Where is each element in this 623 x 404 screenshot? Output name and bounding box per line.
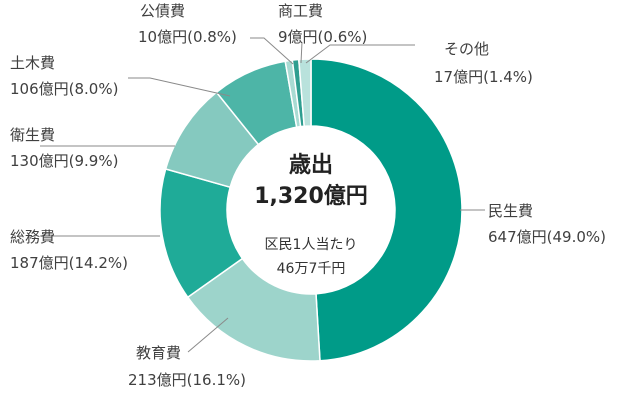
label-doboku-value: 106億円(8.0%) — [10, 80, 118, 98]
label-shoko-value: 9億円(0.6%) — [278, 28, 367, 46]
leader-shoko — [300, 41, 303, 64]
label-eisei-value: 130億円(9.9%) — [10, 152, 118, 170]
label-minsei-value: 647億円(49.0%) — [488, 228, 606, 246]
label-shoko-name: 商工費 — [278, 2, 323, 20]
leader-kosai — [250, 37, 294, 65]
label-sonota-name: その他 — [444, 40, 489, 58]
label-somu-value: 187億円(14.2%) — [10, 254, 128, 272]
leader-kyoiku — [187, 317, 229, 353]
donut-slices — [159, 58, 463, 362]
center-sub-line2: 46万7千円 — [277, 261, 346, 277]
label-eisei-name: 衛生費 — [10, 126, 55, 144]
leader-lines — [40, 37, 485, 353]
label-minsei-name: 民生費 — [488, 202, 533, 220]
label-doboku-name: 土木費 — [10, 54, 55, 72]
leader-sonota — [305, 44, 415, 64]
leader-doboku — [128, 77, 231, 97]
center-title: 歳出 — [289, 153, 333, 178]
label-somu-name: 総務費 — [10, 228, 55, 246]
label-kosai-value: 10億円(0.8%) — [138, 28, 237, 46]
slice-0 — [310, 58, 463, 362]
center-sub-line1: 区民1人当たり — [265, 237, 358, 253]
label-sonota-value: 17億円(1.4%) — [434, 68, 533, 86]
center-total: 1,320億円 — [254, 183, 368, 209]
label-kosai-name: 公債費 — [140, 2, 185, 20]
slice-7 — [297, 58, 312, 128]
label-kyoiku-value: 213億円(16.1%) — [128, 371, 246, 389]
label-kyoiku-name: 教育費 — [136, 344, 181, 362]
